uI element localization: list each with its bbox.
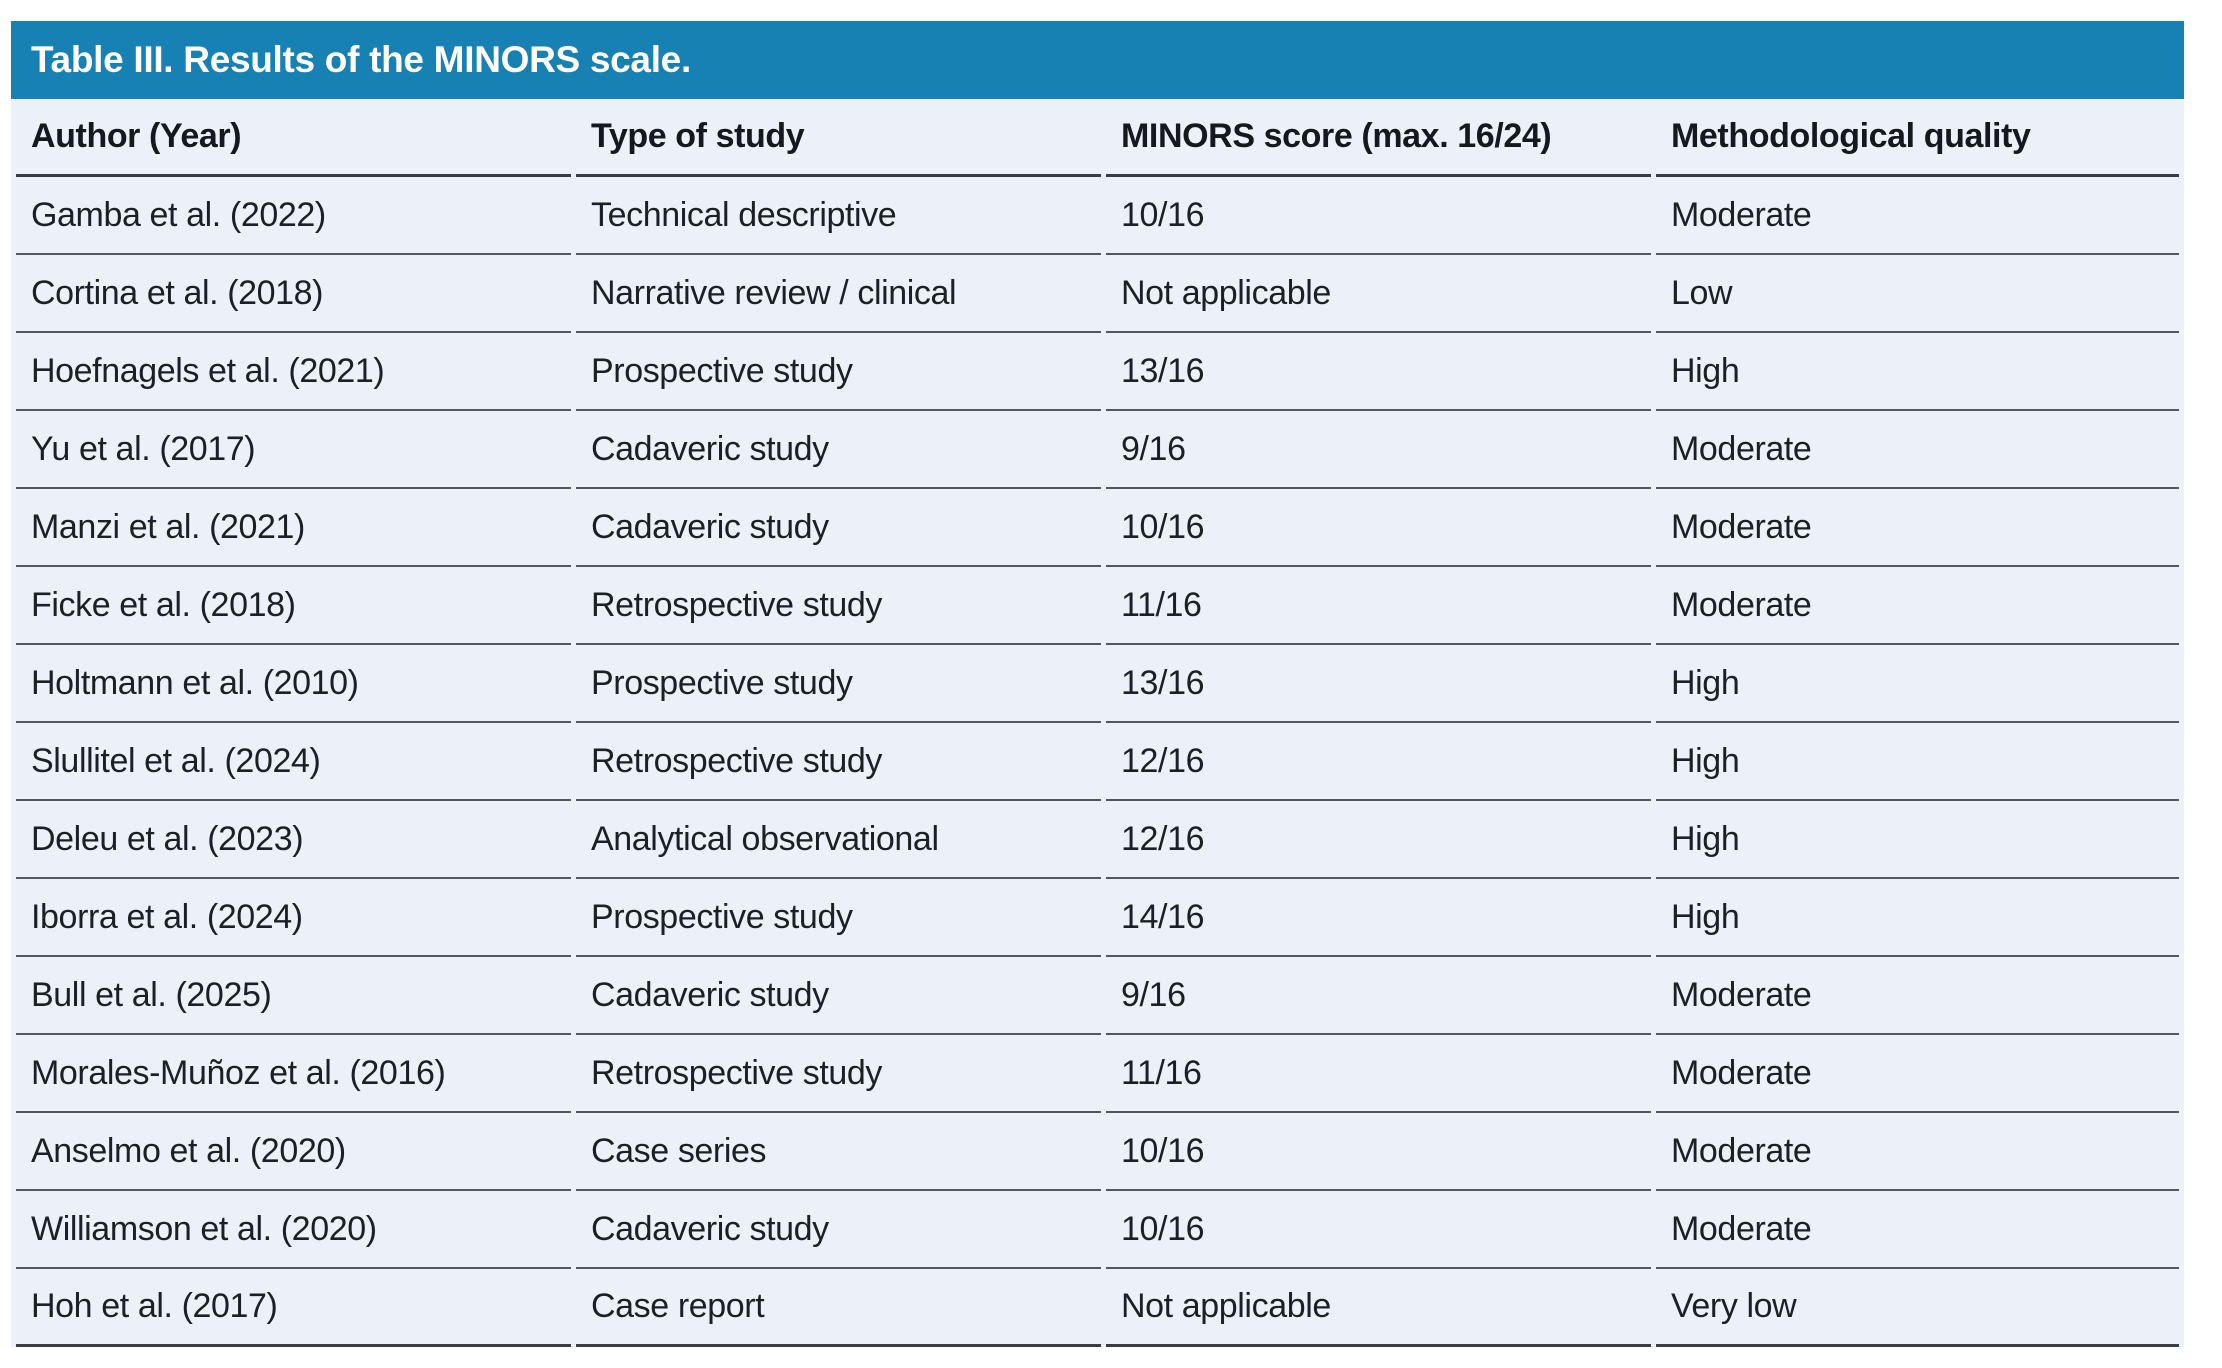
cell-minors-score: 13/16: [1106, 645, 1651, 723]
minors-table: Table III. Results of the MINORS scale. …: [11, 21, 2184, 1347]
cell-quality: High: [1656, 801, 2179, 879]
results-table: Author (Year) Type of study MINORS score…: [11, 99, 2184, 1347]
cell-minors-score: 10/16: [1106, 1191, 1651, 1269]
column-header-quality: Methodological quality: [1656, 99, 2179, 177]
cell-minors-score: Not applicable: [1106, 1269, 1651, 1347]
table-row: Williamson et al. (2020) Cadaveric study 1…: [16, 1191, 2179, 1269]
cell-quality: Very low: [1656, 1269, 2179, 1347]
cell-type-of-study: Case report: [576, 1269, 1101, 1347]
cell-quality: Moderate: [1656, 177, 2179, 255]
table-row: Gamba et al. (2022) Technical descriptive…: [16, 177, 2179, 255]
cell-quality: Moderate: [1656, 957, 2179, 1035]
cell-quality: High: [1656, 723, 2179, 801]
cell-type-of-study: Prospective study: [576, 333, 1101, 411]
cell-type-of-study: Case series: [576, 1113, 1101, 1191]
cell-author: Hoh et al. (2017): [16, 1269, 571, 1347]
cell-author: Williamson et al. (2020): [16, 1191, 571, 1269]
table-row: Manzi et al. (2021) Cadaveric study 10/16 M…: [16, 489, 2179, 567]
cell-quality: Moderate: [1656, 411, 2179, 489]
cell-type-of-study: Prospective study: [576, 645, 1101, 723]
table-row: Bull et al. (2025) Cadaveric study 9/16 Mod…: [16, 957, 2179, 1035]
table-row: Ficke et al. (2018) Retrospective study 11…: [16, 567, 2179, 645]
cell-quality: Moderate: [1656, 489, 2179, 567]
table-row: Cortina et al. (2018) Narrative review / …: [16, 255, 2179, 333]
cell-author: Gamba et al. (2022): [16, 177, 571, 255]
table-row: Hoefnagels et al. (2021) Prospective stud…: [16, 333, 2179, 411]
cell-author: Cortina et al. (2018): [16, 255, 571, 333]
cell-minors-score: 10/16: [1106, 1113, 1651, 1191]
cell-author: Anselmo et al. (2020): [16, 1113, 571, 1191]
cell-type-of-study: Analytical observational: [576, 801, 1101, 879]
cell-quality: High: [1656, 333, 2179, 411]
cell-minors-score: 9/16: [1106, 957, 1651, 1035]
table-row: Morales-Muñoz et al. (2016) Retrospective…: [16, 1035, 2179, 1113]
cell-quality: Moderate: [1656, 1035, 2179, 1113]
cell-type-of-study: Cadaveric study: [576, 411, 1101, 489]
cell-minors-score: 12/16: [1106, 801, 1651, 879]
cell-author: Manzi et al. (2021): [16, 489, 571, 567]
cell-author: Hoefnagels et al. (2021): [16, 333, 571, 411]
table-row: Iborra et al. (2024) Prospective study 14/…: [16, 879, 2179, 957]
column-header-author: Author (Year): [16, 99, 571, 177]
cell-type-of-study: Retrospective study: [576, 723, 1101, 801]
cell-quality: High: [1656, 879, 2179, 957]
cell-author: Deleu et al. (2023): [16, 801, 571, 879]
cell-author: Holtmann et al. (2010): [16, 645, 571, 723]
cell-minors-score: 11/16: [1106, 567, 1651, 645]
cell-author: Bull et al. (2025): [16, 957, 571, 1035]
cell-author: Yu et al. (2017): [16, 411, 571, 489]
cell-type-of-study: Cadaveric study: [576, 489, 1101, 567]
cell-quality: Moderate: [1656, 1191, 2179, 1269]
cell-type-of-study: Cadaveric study: [576, 957, 1101, 1035]
cell-quality: High: [1656, 645, 2179, 723]
cell-author: Iborra et al. (2024): [16, 879, 571, 957]
column-header-type: Type of study: [576, 99, 1101, 177]
cell-type-of-study: Technical descriptive: [576, 177, 1101, 255]
table-row: Yu et al. (2017) Cadaveric study 9/16 Moder…: [16, 411, 2179, 489]
table-body: Gamba et al. (2022) Technical descriptive…: [16, 177, 2179, 1347]
cell-type-of-study: Retrospective study: [576, 1035, 1101, 1113]
cell-minors-score: 13/16: [1106, 333, 1651, 411]
cell-quality: Moderate: [1656, 1113, 2179, 1191]
cell-minors-score: 11/16: [1106, 1035, 1651, 1113]
cell-type-of-study: Prospective study: [576, 879, 1101, 957]
cell-author: Morales-Muñoz et al. (2016): [16, 1035, 571, 1113]
cell-author: Slullitel et al. (2024): [16, 723, 571, 801]
table-row: Anselmo et al. (2020) Case series 10/16 Mod…: [16, 1113, 2179, 1191]
header-row: Author (Year) Type of study MINORS score…: [16, 99, 2179, 177]
cell-minors-score: 10/16: [1106, 177, 1651, 255]
table-row: Holtmann et al. (2010) Prospective study 1…: [16, 645, 2179, 723]
cell-minors-score: 14/16: [1106, 879, 1651, 957]
cell-minors-score: 10/16: [1106, 489, 1651, 567]
cell-minors-score: Not applicable: [1106, 255, 1651, 333]
column-header-score: MINORS score (max. 16/24): [1106, 99, 1651, 177]
cell-type-of-study: Cadaveric study: [576, 1191, 1101, 1269]
table-row: Slullitel et al. (2024) Retrospective stu…: [16, 723, 2179, 801]
table-row: Deleu et al. (2023) Analytical observatio…: [16, 801, 2179, 879]
cell-author: Ficke et al. (2018): [16, 567, 571, 645]
cell-type-of-study: Narrative review / clinical: [576, 255, 1101, 333]
cell-minors-score: 12/16: [1106, 723, 1651, 801]
cell-quality: Moderate: [1656, 567, 2179, 645]
cell-quality: Low: [1656, 255, 2179, 333]
cell-minors-score: 9/16: [1106, 411, 1651, 489]
table-row: Hoh et al. (2017) Case report Not applicab…: [16, 1269, 2179, 1347]
cell-type-of-study: Retrospective study: [576, 567, 1101, 645]
table-title: Table III. Results of the MINORS scale.: [11, 21, 2184, 99]
